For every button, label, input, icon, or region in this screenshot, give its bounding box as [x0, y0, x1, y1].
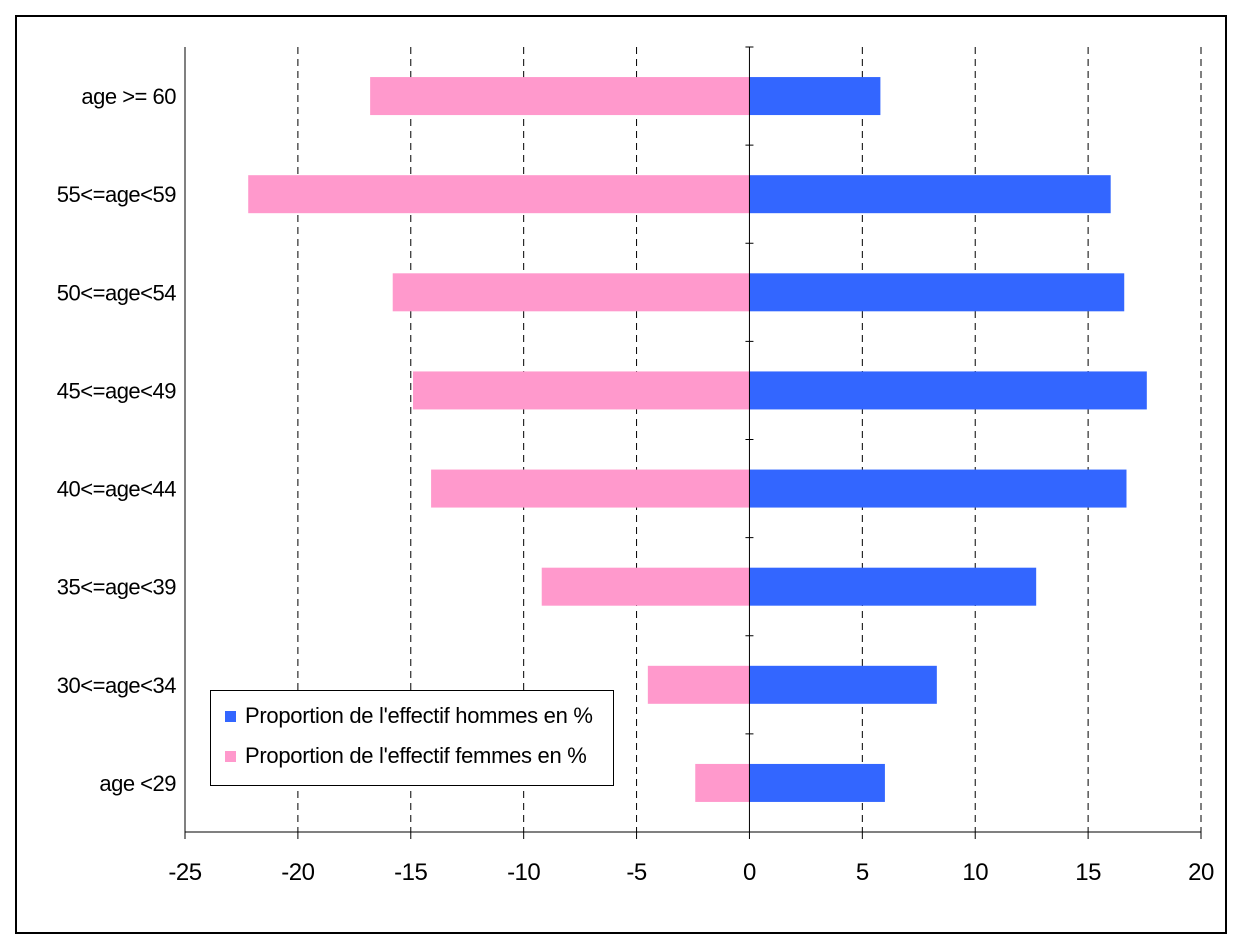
legend: Proportion de l'effectif hommes en % Pro…	[210, 690, 614, 786]
bar-women-3	[413, 371, 750, 410]
legend-item-women: Proportion de l'effectif femmes en %	[225, 743, 587, 769]
x-tick-label-8: 15	[1075, 859, 1101, 886]
bar-men-7	[749, 763, 885, 802]
legend-swatch-women	[225, 750, 236, 762]
bar-women-4	[431, 469, 750, 508]
x-tick-label-2: -15	[394, 859, 427, 886]
bar-men-4	[749, 469, 1127, 508]
bar-men-6	[749, 665, 937, 704]
category-label-6: 30<=age<34	[57, 673, 176, 698]
x-tick-label-0: -25	[168, 859, 201, 886]
x-tick-label-7: 10	[962, 859, 988, 886]
x-tick-label-4: -5	[626, 859, 646, 886]
legend-swatch-men	[225, 710, 236, 722]
bar-men-5	[749, 567, 1037, 606]
legend-label-women: Proportion de l'effectif femmes en %	[245, 743, 587, 768]
bar-women-0	[370, 77, 750, 116]
x-tick-label-3: -10	[507, 859, 540, 886]
bar-women-7	[695, 763, 750, 802]
category-label-1: 55<=age<59	[57, 182, 176, 207]
category-label-0: age >= 60	[81, 84, 176, 109]
bar-men-1	[749, 175, 1111, 214]
x-tick-label-6: 5	[856, 859, 869, 886]
bar-women-1	[248, 175, 750, 214]
x-tick-label-5: 0	[743, 859, 756, 886]
category-label-7: age <29	[99, 771, 176, 796]
legend-label-men: Proportion de l'effectif hommes en %	[245, 703, 593, 728]
bar-women-5	[541, 567, 750, 606]
bar-women-2	[392, 273, 750, 312]
bar-men-2	[749, 273, 1125, 312]
category-label-5: 35<=age<39	[57, 575, 176, 600]
bar-men-3	[749, 371, 1147, 410]
x-tick-label-1: -20	[281, 859, 314, 886]
category-label-3: 45<=age<49	[57, 378, 176, 403]
category-label-4: 40<=age<44	[57, 477, 176, 502]
x-tick-label-9: 20	[1188, 859, 1214, 886]
category-label-2: 50<=age<54	[57, 280, 176, 305]
legend-item-men: Proportion de l'effectif hommes en %	[225, 703, 593, 729]
bar-men-0	[749, 77, 881, 116]
bar-women-6	[647, 665, 750, 704]
